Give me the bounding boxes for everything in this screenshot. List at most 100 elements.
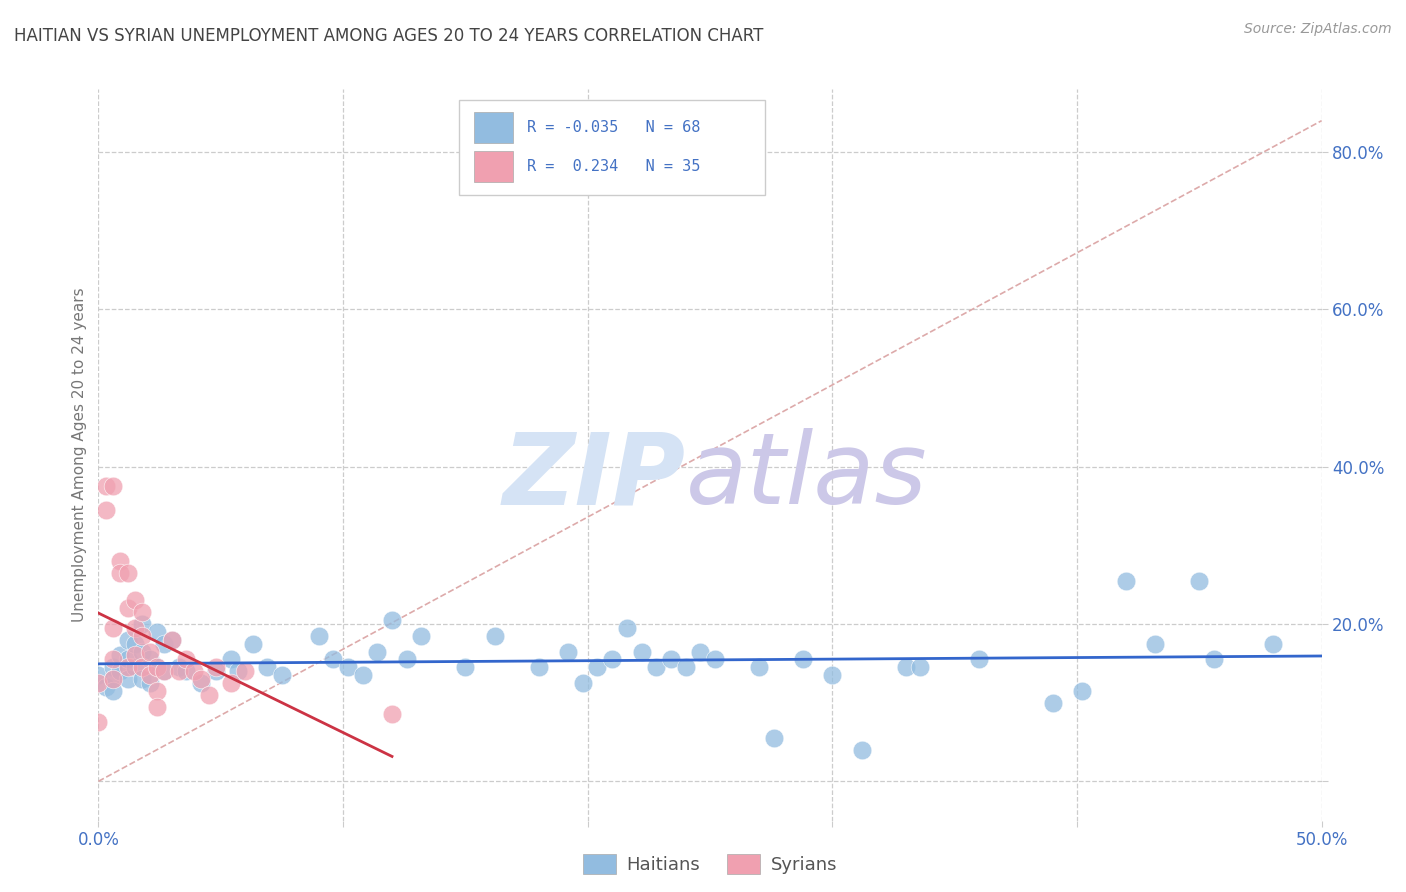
Point [139, 676, 162, 690]
Point [1261, 637, 1284, 651]
Point [176, 652, 198, 666]
Point [117, 566, 139, 580]
Point [322, 652, 344, 666]
Point [190, 672, 212, 686]
Point [381, 613, 404, 627]
Point [630, 644, 652, 658]
Point [101, 684, 124, 698]
Point [256, 660, 278, 674]
Point [124, 621, 146, 635]
Point [110, 554, 132, 568]
Point [395, 652, 418, 666]
Point [703, 652, 725, 666]
Point [484, 629, 506, 643]
Point [689, 644, 711, 658]
Point [792, 652, 814, 666]
Point [1070, 684, 1092, 698]
Point [675, 660, 697, 674]
Point [101, 672, 124, 686]
Bar [474, 152, 513, 182]
Point [572, 676, 595, 690]
Point [190, 676, 212, 690]
Point [146, 684, 169, 698]
Text: R =  0.234   N = 35: R = 0.234 N = 35 [526, 160, 700, 174]
Point [197, 688, 219, 702]
Point [659, 652, 682, 666]
Text: atlas: atlas [686, 428, 927, 525]
Point [167, 664, 190, 678]
Point [101, 660, 124, 674]
Point [146, 699, 169, 714]
Point [101, 621, 124, 635]
Point [183, 664, 205, 678]
Legend: Haitians, Syrians: Haitians, Syrians [576, 847, 844, 881]
Point [131, 644, 153, 658]
Text: ZIP: ZIP [502, 428, 686, 525]
Point [131, 672, 153, 686]
Point [233, 664, 256, 678]
Point [124, 648, 146, 663]
Point [557, 644, 579, 658]
Point [117, 632, 139, 647]
Point [527, 660, 550, 674]
Point [146, 624, 169, 639]
Point [139, 652, 162, 666]
Point [160, 632, 183, 647]
Point [616, 621, 638, 635]
Point [1042, 696, 1064, 710]
Point [117, 660, 139, 674]
Point [645, 660, 668, 674]
Point [117, 672, 139, 686]
Point [219, 676, 242, 690]
Point [139, 668, 162, 682]
Point [94, 680, 117, 694]
Point [117, 652, 139, 666]
Point [600, 652, 623, 666]
Point [176, 664, 198, 678]
Bar [474, 112, 513, 143]
Point [101, 672, 124, 686]
Point [117, 601, 139, 615]
Point [1188, 574, 1211, 588]
Point [821, 668, 844, 682]
Point [131, 617, 153, 632]
Bar [460, 100, 765, 195]
Point [226, 664, 249, 678]
Point [910, 660, 932, 674]
Point [1115, 574, 1137, 588]
Point [124, 593, 146, 607]
Point [153, 664, 176, 678]
Point [146, 660, 169, 674]
Point [381, 707, 404, 722]
Point [748, 660, 770, 674]
Text: Source: ZipAtlas.com: Source: ZipAtlas.com [1244, 22, 1392, 37]
Point [270, 668, 294, 682]
Point [101, 479, 124, 493]
Point [124, 660, 146, 674]
Point [586, 660, 609, 674]
Point [762, 731, 785, 745]
Point [336, 660, 359, 674]
Point [242, 637, 264, 651]
Point [205, 660, 228, 674]
Point [94, 479, 117, 493]
Point [1144, 637, 1167, 651]
Y-axis label: Unemployment Among Ages 20 to 24 years: Unemployment Among Ages 20 to 24 years [72, 287, 87, 623]
Point [153, 637, 176, 651]
Point [219, 652, 242, 666]
Text: HAITIAN VS SYRIAN UNEMPLOYMENT AMONG AGES 20 TO 24 YEARS CORRELATION CHART: HAITIAN VS SYRIAN UNEMPLOYMENT AMONG AGE… [14, 27, 763, 45]
Point [110, 566, 132, 580]
Point [87, 668, 110, 682]
Point [87, 715, 110, 730]
Point [894, 660, 917, 674]
Point [411, 629, 433, 643]
Point [366, 644, 388, 658]
Point [139, 644, 162, 658]
Point [205, 664, 228, 678]
Text: R = -0.035   N = 68: R = -0.035 N = 68 [526, 120, 700, 135]
Point [352, 668, 374, 682]
Point [131, 629, 153, 643]
Point [131, 605, 153, 619]
Point [110, 664, 132, 678]
Point [1202, 652, 1225, 666]
